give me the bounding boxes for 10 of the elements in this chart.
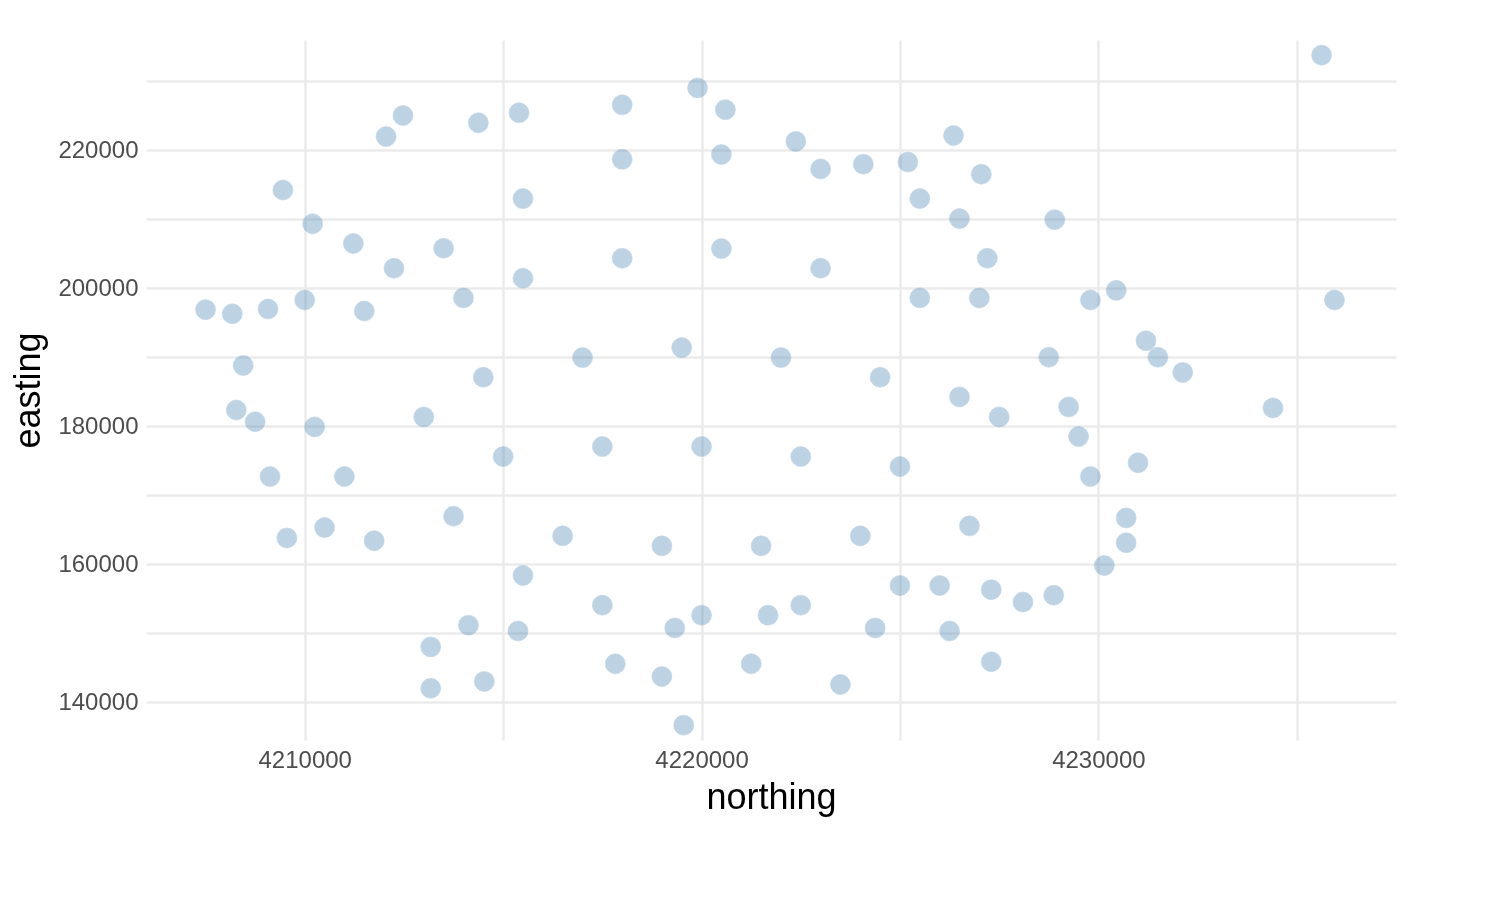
y-tick-label: 160000 bbox=[58, 549, 139, 577]
y-tick-label: 180000 bbox=[58, 411, 139, 439]
y-axis-title: easting bbox=[7, 332, 49, 449]
x-axis-title: northing bbox=[706, 775, 837, 817]
y-tick-label: 220000 bbox=[58, 135, 139, 163]
y-tick-label: 200000 bbox=[58, 273, 139, 301]
y-tick-label: 140000 bbox=[58, 687, 139, 715]
x-tick-label: 4210000 bbox=[258, 745, 352, 773]
x-tick-label: 4230000 bbox=[1052, 745, 1146, 773]
x-tick-label: 4220000 bbox=[655, 745, 749, 773]
